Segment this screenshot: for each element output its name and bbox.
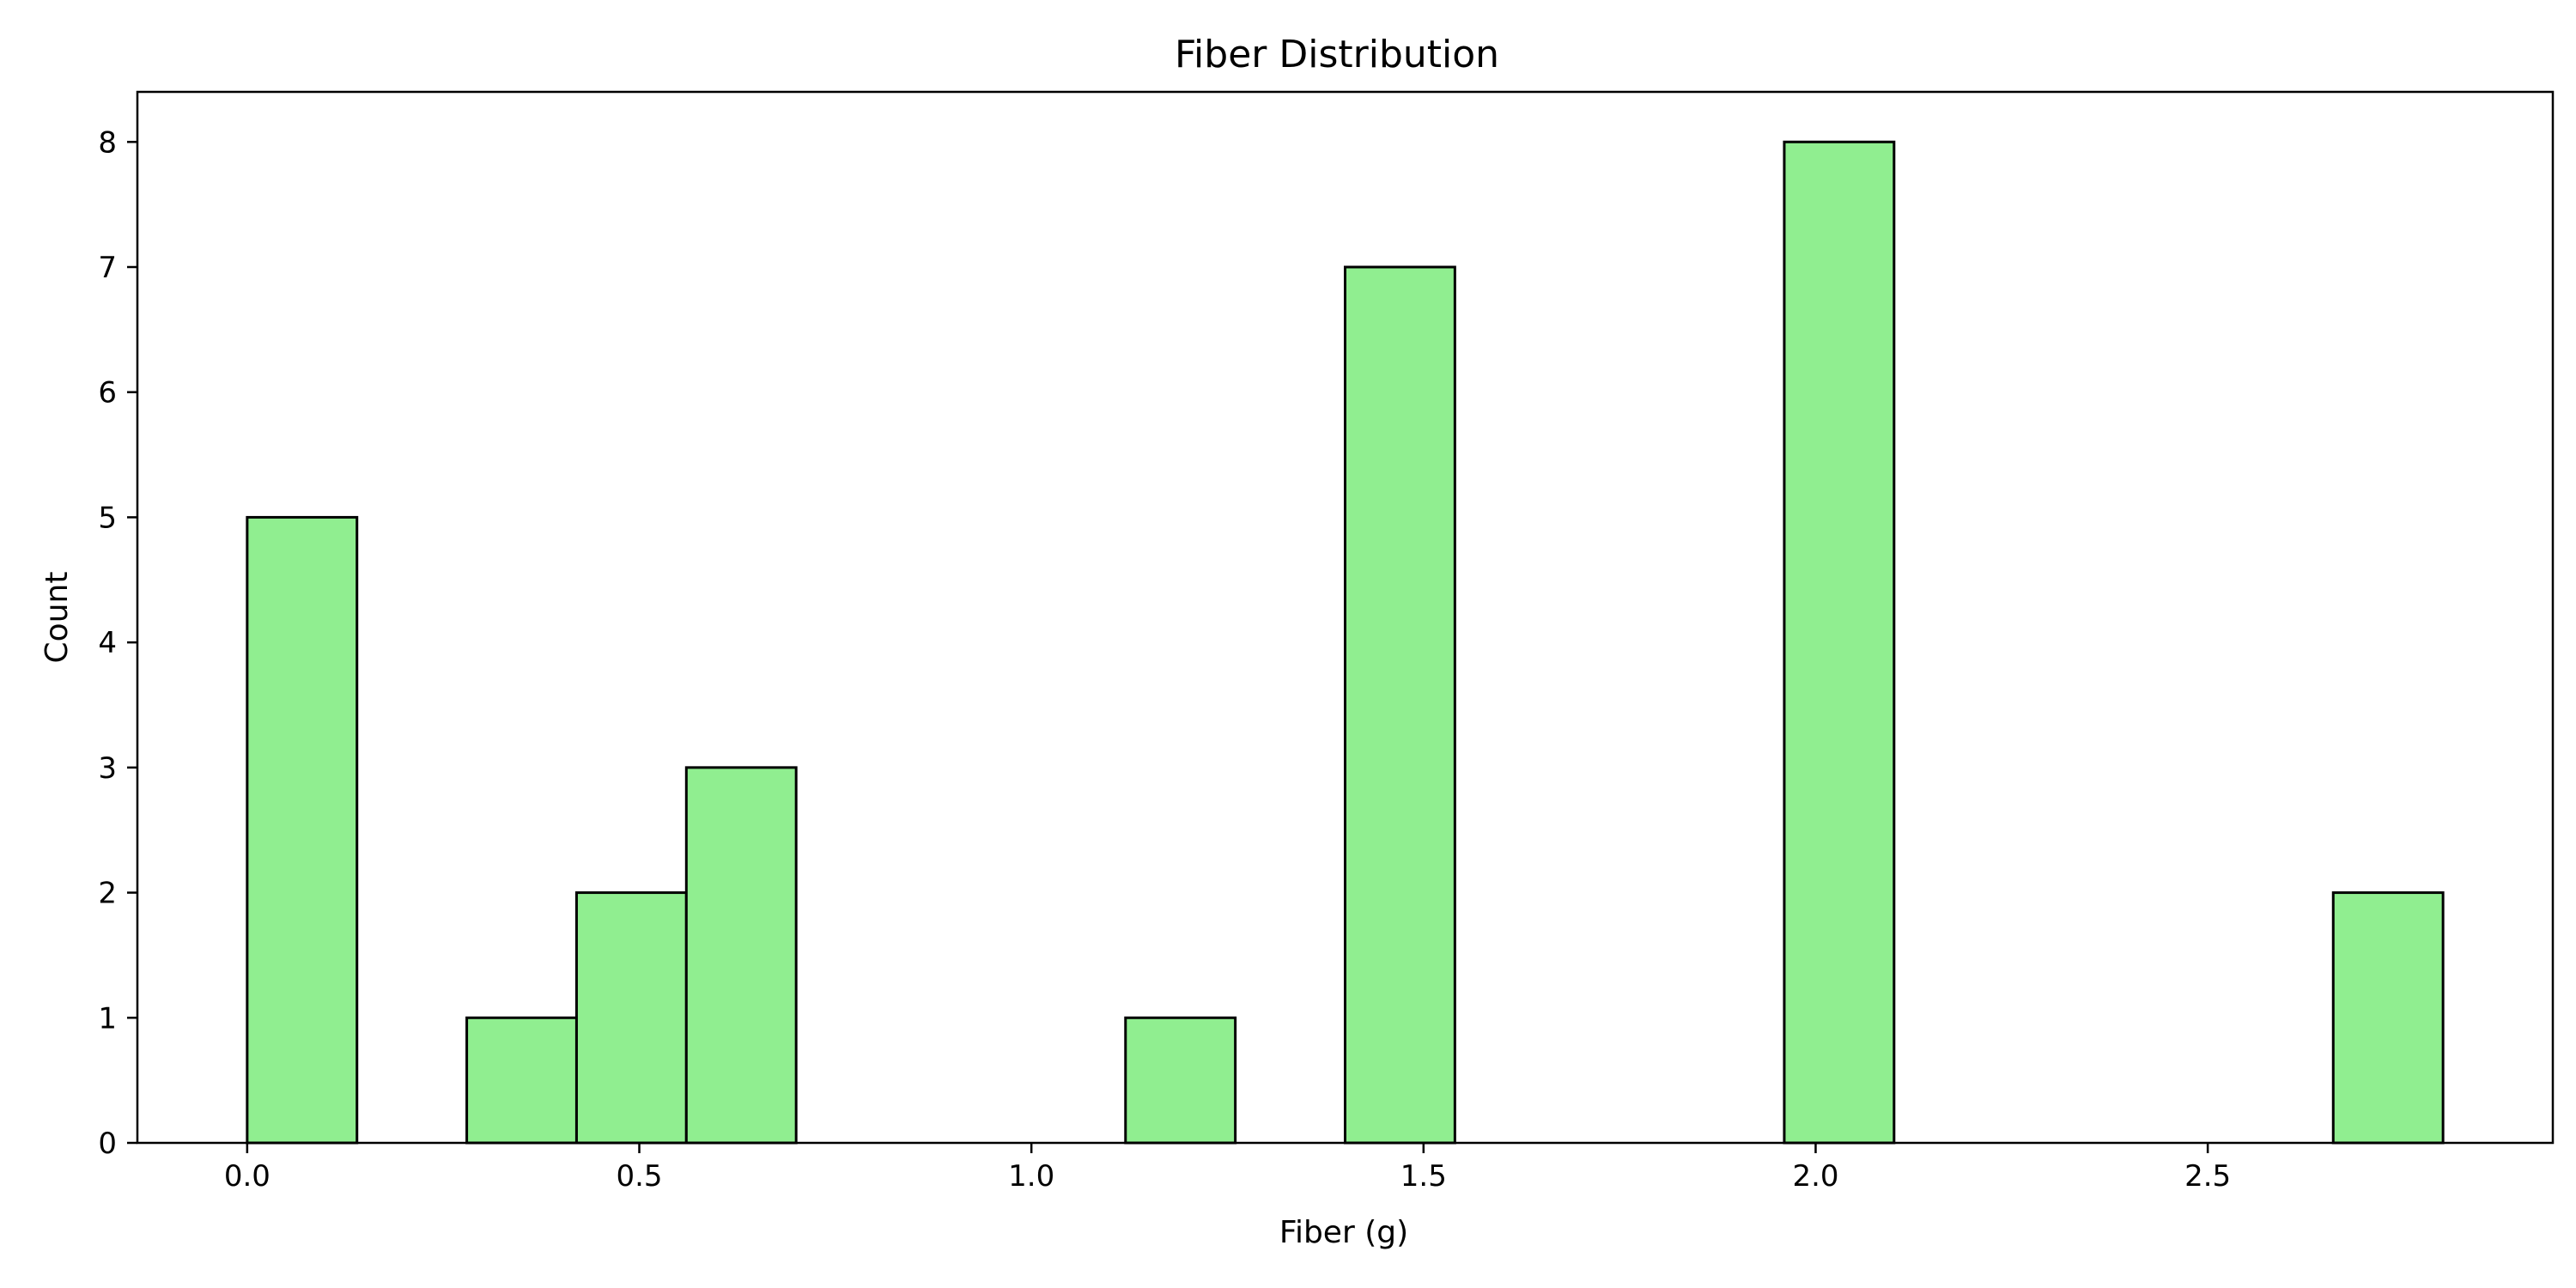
y-tick-label-0: 0 <box>98 1127 117 1161</box>
y-tick-label-2: 2 <box>98 877 117 911</box>
chart-title: Fiber Distribution <box>1175 33 1499 76</box>
histogram-bar-10 <box>1344 265 1456 1145</box>
x-tick-label-4: 2.0 <box>1792 1159 1838 1194</box>
y-axis-ticks: 0 1 2 3 4 5 6 7 8 <box>98 125 137 1161</box>
y-axis-label: Count <box>39 572 75 664</box>
x-tick-label-3: 1.5 <box>1400 1159 1447 1194</box>
x-tick-label-0: 0.0 <box>224 1159 270 1194</box>
y-tick-label-7: 7 <box>98 251 117 285</box>
y-tick-label-4: 4 <box>98 626 117 660</box>
y-tick-label-5: 5 <box>98 501 117 535</box>
y-tick-label-3: 3 <box>98 751 117 786</box>
histogram-bar-2 <box>465 1016 578 1145</box>
x-axis-label: Fiber (g) <box>1279 1215 1408 1250</box>
histogram-bar-3 <box>574 891 688 1145</box>
histogram-bar-14 <box>1783 140 1896 1145</box>
plot-frame <box>136 90 2555 1145</box>
histogram-bar-19 <box>2331 891 2445 1145</box>
x-axis-ticks: 0.0 0.5 1.0 1.5 2.0 2.5 <box>224 1143 2231 1194</box>
x-tick-label-1: 0.5 <box>616 1159 662 1194</box>
histogram-bar-4 <box>684 766 798 1145</box>
histogram-bar-0 <box>246 515 359 1145</box>
y-tick-label-1: 1 <box>98 1001 117 1036</box>
x-tick-label-5: 2.5 <box>2184 1159 2231 1194</box>
bars-group <box>246 140 2445 1145</box>
y-tick-label-6: 6 <box>98 376 117 410</box>
y-tick-label-8: 8 <box>98 125 117 160</box>
x-tick-label-2: 1.0 <box>1008 1159 1054 1194</box>
histogram-bar-8 <box>1124 1016 1237 1145</box>
